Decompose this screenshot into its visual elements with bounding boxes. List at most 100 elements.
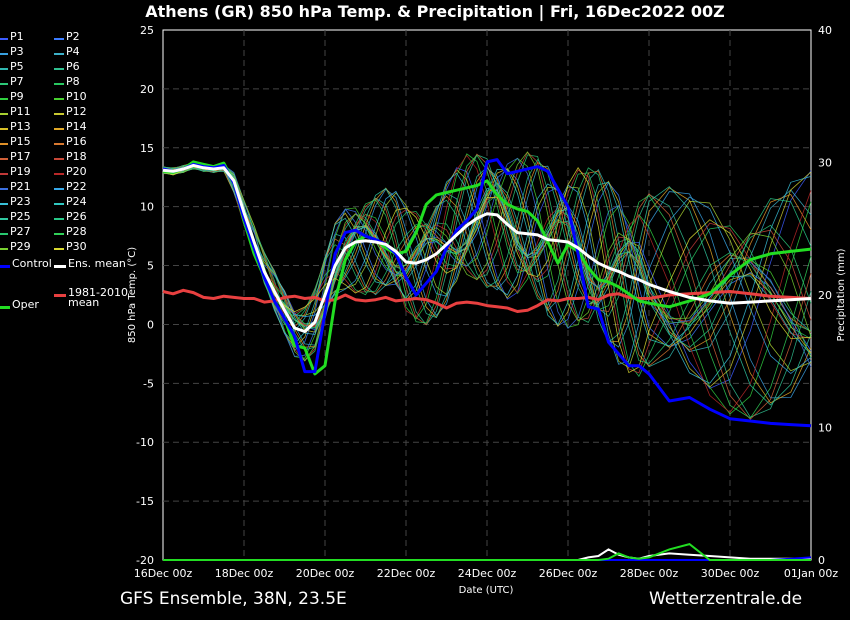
- member-line-p23: [162, 164, 812, 384]
- x-tick-label: 24Dec 00z: [458, 567, 517, 580]
- legend-item-p15: P15: [0, 135, 31, 150]
- legend-swatch: [0, 113, 8, 115]
- legend-label: 1981-2010 mean: [68, 286, 128, 309]
- legend-swatch: [0, 128, 8, 130]
- legend-item-p19: P19: [0, 165, 31, 180]
- legend-label: P25: [10, 210, 31, 223]
- legend-item-p7: P7: [0, 76, 24, 90]
- legend-item-p9: P9: [0, 91, 24, 105]
- legend-swatch: [54, 83, 64, 85]
- x-tick-label: 22Dec 00z: [377, 567, 436, 580]
- model-info: GFS Ensemble, 38N, 23.5E: [120, 589, 347, 609]
- x-tick-label: 20Dec 00z: [296, 567, 355, 580]
- legend-label: P3: [10, 45, 24, 58]
- x-tick-label: 28Dec 00z: [620, 567, 679, 580]
- y-tick-label: -20: [136, 554, 154, 567]
- y-tick-label: 10: [140, 201, 154, 214]
- legend-swatch: [54, 143, 64, 145]
- legend-item-p13: P13: [0, 121, 31, 135]
- legend-item-ens-mean: Ens. mean: [54, 257, 126, 272]
- legend-label: P19: [10, 165, 31, 178]
- legend-label: P4: [66, 45, 80, 58]
- legend-label: P30: [66, 240, 87, 253]
- legend-swatch: [54, 158, 64, 160]
- legend-item-p18: P18: [54, 151, 87, 165]
- legend-label: P21: [10, 180, 31, 193]
- legend-item-p21: P21: [0, 180, 31, 195]
- legend-swatch: [0, 305, 10, 309]
- legend-item-p22: P22: [54, 181, 87, 195]
- legend-label: P14: [66, 120, 87, 133]
- legend-item-p20: P20: [54, 165, 87, 180]
- chart-title: Athens (GR) 850 hPa Temp. & Precipitatio…: [145, 2, 725, 21]
- y-tick-label: 20: [140, 83, 154, 96]
- legend-swatch: [54, 248, 64, 250]
- legend-item-p11: P11: [0, 106, 31, 120]
- legend-item-p29: P29: [0, 240, 31, 255]
- legend-label: P5: [10, 60, 24, 73]
- legend-label: P10: [66, 90, 87, 103]
- legend-item-p14: P14: [54, 120, 87, 135]
- site-credit: Wetterzentrale.de: [649, 589, 803, 609]
- y2-axis-label: Precipitation (mm): [836, 248, 847, 341]
- x-tick-label: 30Dec 00z: [701, 567, 760, 580]
- legend-item-p27: P27: [0, 225, 31, 240]
- legend-swatch: [54, 113, 64, 115]
- y-tick-label: -15: [136, 495, 154, 508]
- legend-item-p17: P17: [0, 150, 31, 165]
- legend-item-p24: P24: [54, 195, 87, 210]
- legend-item-p28: P28: [54, 225, 87, 240]
- legend-swatch: [54, 233, 64, 235]
- legend-swatch: [54, 188, 64, 190]
- legend-label: P15: [10, 135, 31, 148]
- legend-label: P23: [10, 195, 31, 208]
- legend-swatch: [54, 293, 66, 297]
- legend-swatch: [0, 248, 8, 250]
- legend-swatch: [0, 83, 8, 85]
- legend-label: P24: [66, 195, 87, 208]
- legend-swatch: [54, 203, 64, 205]
- legend-label: P16: [66, 135, 87, 148]
- legend-item-clim-mean: 1981-2010 mean: [54, 286, 128, 309]
- precip-oper-line: [163, 543, 811, 561]
- legend-label: Control: [12, 257, 52, 270]
- legend-item-p5: P5: [0, 60, 24, 75]
- legend-swatch: [54, 68, 64, 70]
- legend-label: P17: [10, 150, 31, 163]
- legend-swatch: [0, 264, 10, 268]
- legend-item-p25: P25: [0, 210, 31, 225]
- y-tick-label: -10: [136, 436, 154, 449]
- legend-item-p1: P1: [0, 31, 24, 45]
- legend-swatch: [54, 53, 64, 55]
- legend-label: P27: [10, 225, 31, 238]
- legend-item-oper: Oper: [0, 299, 39, 313]
- legend-label: P29: [10, 240, 31, 253]
- legend-swatch: [0, 38, 8, 40]
- legend-swatch: [54, 173, 64, 175]
- y2-tick-label: 40: [818, 24, 832, 37]
- legend-label: P8: [66, 75, 80, 88]
- y2-tick-label: 10: [818, 422, 832, 435]
- legend-label: Ens. mean: [68, 257, 126, 270]
- control-line: [162, 158, 812, 428]
- legend-swatch: [0, 188, 8, 190]
- legend-label: P2: [66, 30, 80, 43]
- legend-item-control: Control: [0, 257, 52, 272]
- legend-swatch: [0, 203, 8, 205]
- legend-swatch: [0, 53, 8, 55]
- y-tick-label: 25: [140, 24, 154, 37]
- x-tick-label: 26Dec 00z: [539, 567, 598, 580]
- legend-label: P6: [66, 60, 80, 73]
- y-tick-label: -5: [143, 377, 154, 390]
- legend-swatch: [0, 98, 8, 100]
- legend-swatch: [54, 98, 64, 100]
- member-line-p15: [162, 161, 812, 351]
- x-tick-label: 01Jan 00z: [784, 567, 838, 580]
- legend-swatch: [0, 158, 8, 160]
- legend-label: P28: [66, 225, 87, 238]
- legend-swatch: [54, 38, 64, 40]
- legend-label: P20: [66, 165, 87, 178]
- legend-item-p16: P16: [54, 135, 87, 150]
- y-axis-label: 850 hPa Temp. (°C): [127, 247, 138, 343]
